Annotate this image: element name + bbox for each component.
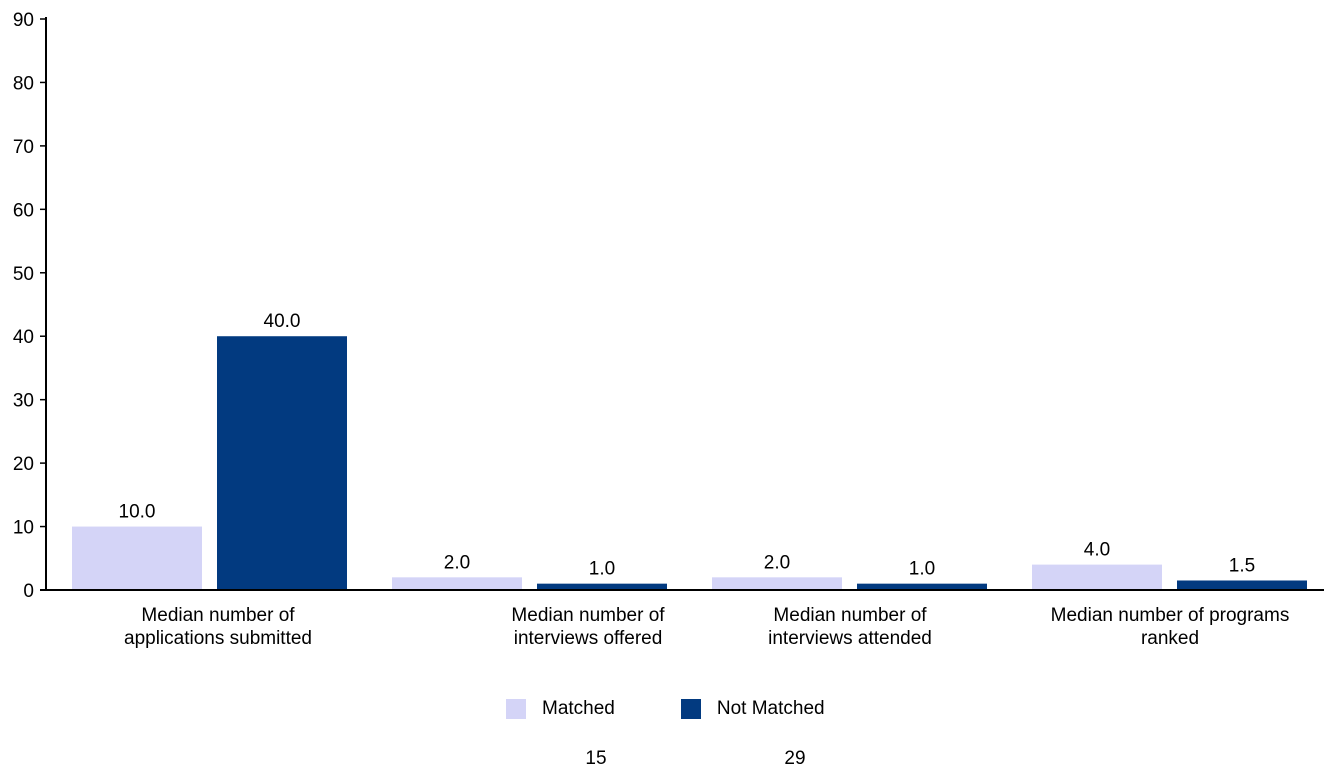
data-label-not-matched-3: 1.5: [1229, 555, 1255, 576]
legend-swatch-matched: [506, 699, 526, 719]
bar-not-matched-3: [1177, 580, 1307, 590]
y-tick-label-20: 20: [13, 454, 34, 475]
data-label-not-matched-2: 1.0: [909, 559, 935, 580]
legend-label-not-matched: Not Matched: [716, 698, 825, 719]
legend-item-not-matched: Not Matched: [680, 698, 825, 720]
data-label-not-matched-0: 40.0: [264, 311, 301, 332]
bar-matched-1: [392, 577, 522, 590]
bar-chart: 0 10 20 30 40 50 60 70 80 90 10.0 2.0 2.0 4.0 40.0 1.0 1…: [13, 10, 1324, 649]
y-tick-label-0: 0: [23, 581, 34, 602]
bar-matched-0: [72, 526, 202, 590]
y-tick-label-30: 30: [13, 391, 34, 412]
bar-matched-3: [1032, 564, 1162, 590]
legend-item-matched: Matched: [506, 698, 615, 720]
data-label-matched-2: 2.0: [764, 552, 790, 573]
category-label-0-line-1: applications submitted: [124, 628, 312, 649]
category-label-0-line-0: Median number of: [141, 605, 295, 626]
category-label-3-line-1: ranked: [1141, 628, 1199, 649]
y-tick-label-80: 80: [13, 73, 34, 94]
category-label-3-line-0: Median number of programs: [1051, 605, 1290, 626]
bar-not-matched-2: [857, 583, 987, 590]
count-not-matched: 29: [784, 748, 806, 769]
data-label-matched-1: 2.0: [444, 552, 470, 573]
legend-swatch-not-matched: [680, 699, 701, 719]
data-label-not-matched-1: 1.0: [589, 559, 615, 580]
y-tick-label-40: 40: [13, 327, 34, 348]
y-tick-label-50: 50: [13, 264, 34, 285]
legend-label-matched: Matched: [542, 698, 615, 719]
category-label-1-line-0: Median number of: [511, 605, 665, 626]
category-label-1-line-1: interviews offered: [514, 628, 663, 649]
legend: Matched Not Matched: [506, 698, 891, 720]
category-label-2-line-0: Median number of: [773, 605, 927, 626]
bar-matched-2: [712, 577, 842, 590]
y-tick-label-90: 90: [13, 10, 34, 31]
category-label-2-line-1: interviews attended: [768, 628, 932, 649]
bar-not-matched-1: [537, 583, 667, 590]
y-tick-label-10: 10: [13, 518, 34, 539]
count-matched: 15: [585, 748, 607, 769]
bar-not-matched-0: [217, 336, 347, 590]
y-tick-label-70: 70: [13, 137, 34, 158]
y-tick-label-60: 60: [13, 200, 34, 221]
data-label-matched-0: 10.0: [119, 502, 156, 523]
data-label-matched-3: 4.0: [1084, 540, 1110, 561]
